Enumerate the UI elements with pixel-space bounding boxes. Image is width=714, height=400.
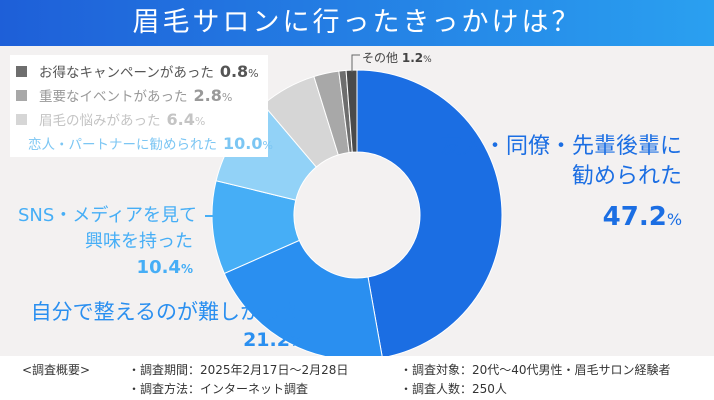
survey-target: ・調査対象：20代〜40代男性・眉毛サロン経験者 [400, 363, 671, 377]
pct: % [262, 138, 273, 152]
label-value: 47.2 [602, 202, 667, 232]
leader-line [351, 54, 360, 72]
label-text: 勧められた [572, 164, 683, 189]
legend-label: 恋人・パートナーに勧められた [28, 137, 217, 153]
label-text: 自分で整えるのが難しかった [30, 300, 303, 324]
donut-slice [345, 69, 358, 153]
label-friends: 友人・同僚・先輩後輩に 勧められた 47.2% [440, 132, 682, 235]
legend-label: 眉毛の悩みがあった [39, 113, 161, 129]
legend-swatch [16, 113, 27, 125]
legend-swatch [16, 89, 27, 101]
pct: % [221, 90, 233, 104]
label-value: 10.4 [136, 257, 181, 278]
label-text: その他 [362, 51, 399, 65]
legend-item: 重要なイベントがあった 2.8% [16, 83, 262, 107]
label-sns: SNS・メディアを見て 興味を持った 10.4% [18, 203, 198, 282]
legend-value: 10.0% [223, 134, 273, 153]
legend-value: 0.8% [220, 62, 259, 81]
value: 10.0 [223, 133, 263, 153]
summary-heading: <調査概要> [22, 363, 91, 377]
donut-slice [223, 239, 383, 356]
survey-count: ・調査人数：250人 [400, 382, 507, 396]
survey-method: ・調査方法：インターネット調査 [128, 382, 309, 396]
pct: % [289, 335, 303, 350]
donut-slice [356, 69, 503, 356]
label-value: 1.2 [401, 51, 424, 65]
legend-item: 眉毛の悩みがあった 6.4% [16, 107, 262, 131]
label-text: 友人・同僚・先輩後輩に [440, 134, 683, 159]
pct: % [666, 210, 683, 229]
label-text: 興味を持った [85, 231, 193, 252]
legend-item: 恋人・パートナーに勧められた 10.0% [16, 131, 273, 155]
value: 2.8 [193, 85, 222, 105]
pct: % [180, 262, 193, 276]
legend-value: 6.4% [167, 110, 206, 129]
survey-period: ・調査期間：2025年2月17日〜2月28日 [128, 363, 349, 377]
label-other: その他 1.2% [362, 49, 432, 66]
legend: お得なキャンペーンがあった 0.8% 重要なイベントがあった 2.8% 眉毛の悩みがあっ… [10, 55, 273, 157]
value: 0.8 [219, 61, 249, 81]
label-value: 21.2 [243, 329, 290, 351]
pct: % [423, 55, 432, 65]
legend-value: 2.8% [194, 86, 233, 105]
legend-label: お得なキャンペーンがあった [39, 65, 214, 81]
legend-item: お得なキャンペーンがあった 0.8% [16, 59, 262, 83]
survey-summary: <調査概要> ・調査期間：2025年2月17日〜2月28日 ・調査方法：インター… [0, 356, 714, 400]
label-text: SNS・メディアを見て [18, 205, 198, 226]
pct: % [248, 66, 259, 80]
chart-title: 眉毛サロンに行ったきっかけは？ [0, 0, 714, 46]
legend-label: 重要なイベントがあった [39, 89, 188, 105]
value: 6.4 [166, 109, 195, 129]
label-difficult: 自分で整えるのが難しかった 21.2% [18, 298, 303, 357]
pct: % [194, 114, 206, 128]
legend-swatch [16, 65, 27, 77]
